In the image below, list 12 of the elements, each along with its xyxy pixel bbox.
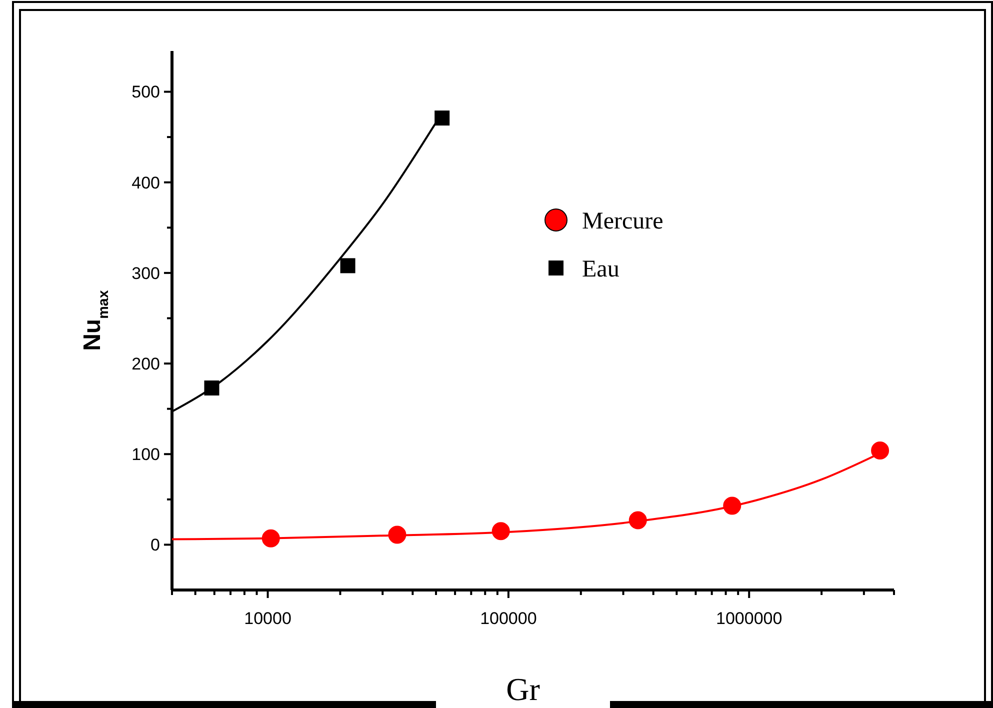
x-tick-label: 100000 <box>480 609 537 628</box>
x-tick-label: 1000000 <box>716 609 782 628</box>
y-tick-label: 500 <box>132 82 160 102</box>
y-tick-label: 300 <box>132 264 160 283</box>
legend-label: Eau <box>582 256 620 282</box>
x-tick-label: 10000 <box>244 609 292 628</box>
legend-label: Mercure <box>582 208 664 234</box>
y-tick-label: 100 <box>132 445 160 464</box>
y-tick-label: 0 <box>150 536 160 555</box>
y-tick-label: 200 <box>132 354 160 374</box>
x-axis-title: Gr <box>506 671 540 707</box>
y-tick-label: 400 <box>132 173 160 192</box>
